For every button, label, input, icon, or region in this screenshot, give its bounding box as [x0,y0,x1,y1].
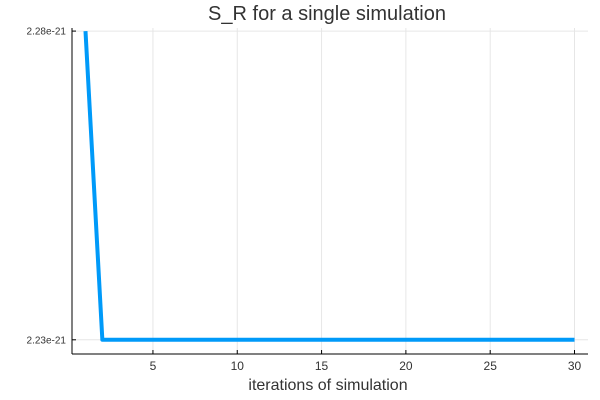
series-line [83,30,575,342]
series [83,30,575,342]
grid-lines [72,28,588,354]
y-tick-label: 2.23e-21 [27,335,67,346]
x-tick-label: 10 [231,359,245,373]
axes [71,28,588,355]
y-tick-label: 2.28e-21 [27,27,67,38]
x-tick-label: 30 [568,359,582,373]
x-tick-label: 25 [484,359,498,373]
tick-labels: 5 10 15 20 25 30 2.23e-21 2.28e-21 [27,27,582,373]
x-tick-label: 15 [315,359,329,373]
x-axis-label: iterations of simulation [248,377,407,394]
chart-title: S_R for a single simulation [208,3,446,25]
x-tick-label: 20 [399,359,413,373]
x-tick-label: 5 [150,359,157,373]
